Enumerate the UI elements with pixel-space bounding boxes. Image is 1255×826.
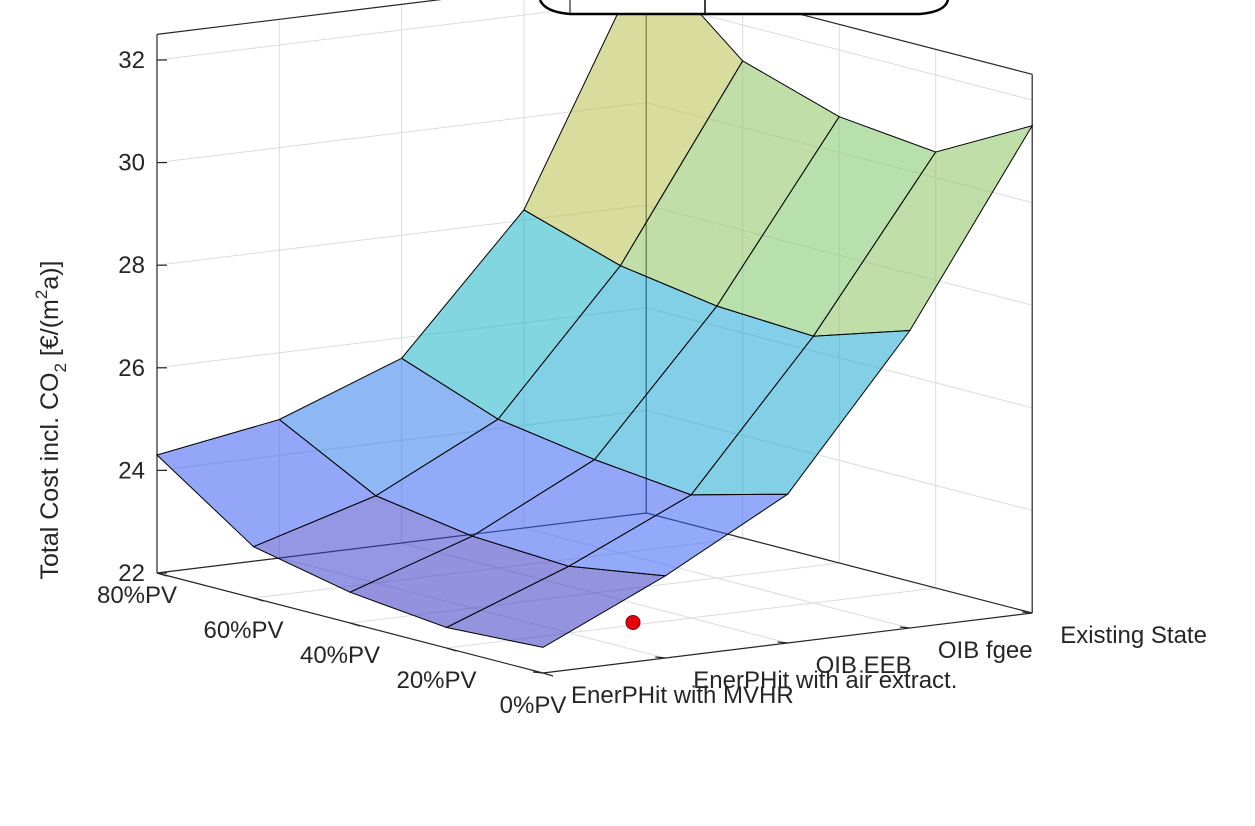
z-axis-label: Total Cost incl. CO2 [€/(m2a)] [32, 260, 70, 579]
y-tick-label: EnerPHit with MVHR [571, 682, 794, 709]
z-tick-label: 28 [118, 252, 145, 279]
y-tick-label: OIB fgee [938, 637, 1033, 664]
box-edge [742, 0, 1033, 75]
z-tick-label: 22 [118, 560, 145, 587]
surface-patch [444, 565, 667, 648]
x-tick [253, 597, 264, 602]
z-tick-label: 32 [118, 47, 145, 74]
x-tick-label: 40%PV [300, 642, 380, 669]
box-edge [156, 0, 442, 35]
y-tick [899, 626, 910, 629]
y-tick [655, 656, 666, 659]
x-tick [542, 672, 554, 677]
x-tick [156, 572, 168, 577]
y-tick [777, 641, 788, 644]
y-tick [1022, 611, 1033, 614]
z-tick-label: 24 [118, 457, 145, 484]
x-tick-label: 60%PV [203, 617, 283, 644]
x-tick-label: 20%PV [396, 667, 476, 694]
x-tick-label: 0%PV [500, 692, 567, 719]
minimum-marker [625, 614, 641, 630]
minimum-marker-layer [625, 614, 641, 630]
y-tick-label: EnerPHit with air extract. [693, 667, 957, 694]
x-tick [446, 647, 457, 652]
top-overlay-box [538, 0, 950, 16]
x-tick-label: 80%PV [97, 582, 177, 609]
z-tick-label: 30 [118, 150, 145, 177]
z-gridline [156, 0, 1033, 101]
y-tick-label: OIB EEB [816, 652, 912, 679]
z-tick-label: 26 [118, 355, 145, 382]
y-tick-label: Existing State [1060, 622, 1207, 649]
axis-ticks [156, 59, 1033, 677]
y-tick [532, 671, 544, 674]
surface [156, 0, 1034, 648]
x-tick [349, 622, 361, 627]
